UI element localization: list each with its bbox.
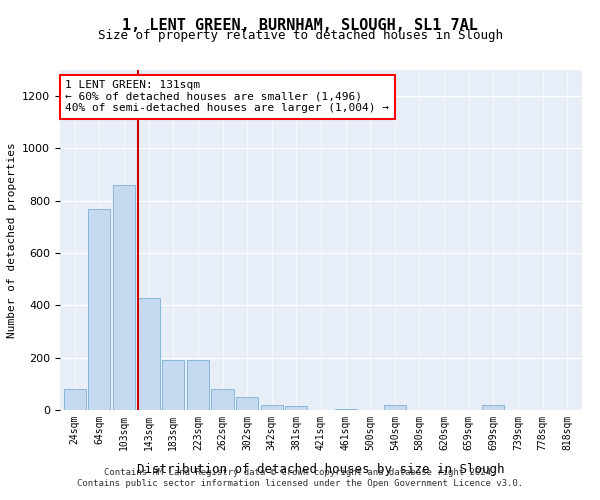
Bar bbox=[482, 405, 505, 410]
Bar bbox=[64, 389, 86, 410]
Bar bbox=[211, 389, 233, 410]
Bar bbox=[137, 298, 160, 410]
Text: Distribution of detached houses by size in Slough: Distribution of detached houses by size … bbox=[137, 462, 505, 475]
Bar bbox=[187, 360, 209, 410]
Y-axis label: Number of detached properties: Number of detached properties bbox=[7, 142, 17, 338]
Bar bbox=[162, 360, 184, 410]
Bar bbox=[384, 405, 406, 410]
Bar bbox=[335, 408, 357, 410]
Bar bbox=[113, 185, 135, 410]
Text: 1 LENT GREEN: 131sqm
← 60% of detached houses are smaller (1,496)
40% of semi-de: 1 LENT GREEN: 131sqm ← 60% of detached h… bbox=[65, 80, 389, 114]
Bar bbox=[236, 397, 258, 410]
Text: Contains HM Land Registry data © Crown copyright and database right 2024.
Contai: Contains HM Land Registry data © Crown c… bbox=[77, 468, 523, 487]
Bar bbox=[285, 406, 307, 410]
Text: Size of property relative to detached houses in Slough: Size of property relative to detached ho… bbox=[97, 29, 503, 42]
Bar bbox=[260, 405, 283, 410]
Bar bbox=[88, 208, 110, 410]
Text: 1, LENT GREEN, BURNHAM, SLOUGH, SL1 7AL: 1, LENT GREEN, BURNHAM, SLOUGH, SL1 7AL bbox=[122, 18, 478, 32]
